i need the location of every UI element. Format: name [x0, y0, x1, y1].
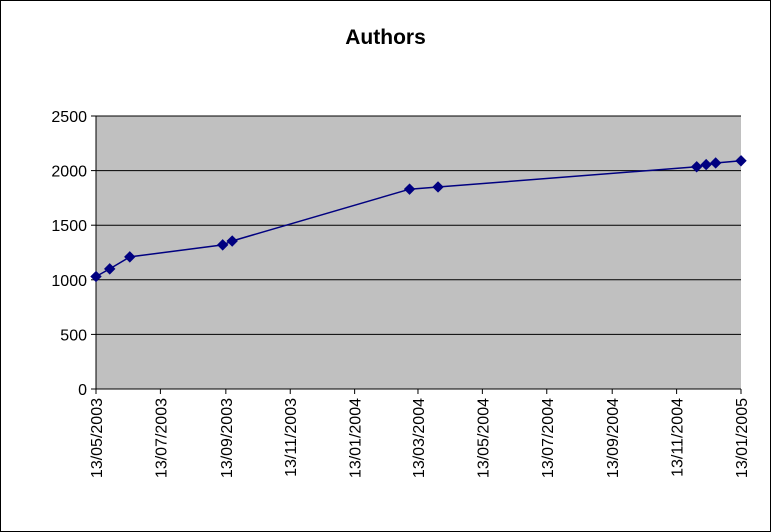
x-tick-label: 13/05/2004 [475, 398, 492, 478]
y-tick-label: 1000 [51, 273, 87, 290]
data-point [403, 183, 416, 195]
x-tick-label: 13/01/2005 [734, 398, 751, 478]
x-tick-label: 13/09/2003 [219, 398, 236, 478]
plot-area [96, 116, 741, 389]
data-point [216, 239, 229, 251]
chart-title: Authors [345, 26, 426, 49]
x-tick-label: 13/07/2004 [540, 398, 557, 478]
series-authors [90, 155, 747, 283]
y-tick-label: 2000 [51, 164, 87, 181]
y-axis-ticks: 0 500 1000 1500 2000 2500 [51, 109, 96, 399]
y-tick-label: 0 [78, 382, 87, 399]
x-tick-label: 13/03/2004 [411, 398, 428, 478]
y-tick-label: 2500 [51, 109, 87, 126]
data-point [226, 235, 238, 247]
x-tick-label: 13/07/2003 [153, 398, 170, 478]
data-point [104, 263, 116, 275]
axes [95, 116, 741, 390]
x-tick-label: 13/01/2004 [348, 398, 365, 478]
y-tick-label: 500 [60, 327, 87, 344]
data-point [690, 161, 703, 173]
data-point [124, 251, 136, 263]
x-tick-label: 13/11/2003 [283, 398, 300, 477]
data-point [432, 181, 444, 193]
data-point [700, 158, 712, 171]
gridlines [96, 115, 741, 335]
x-axis-ticks: 13/05/2003 13/07/2003 13/09/2003 13/11/2003… [89, 389, 751, 478]
x-tick-label: 13/05/2003 [89, 398, 106, 478]
data-point [709, 157, 722, 169]
y-tick-label: 1500 [51, 218, 87, 235]
data-point [90, 270, 102, 283]
x-tick-label: 13/11/2004 [670, 398, 687, 477]
data-point [735, 155, 747, 167]
x-tick-label: 13/09/2004 [605, 398, 622, 478]
